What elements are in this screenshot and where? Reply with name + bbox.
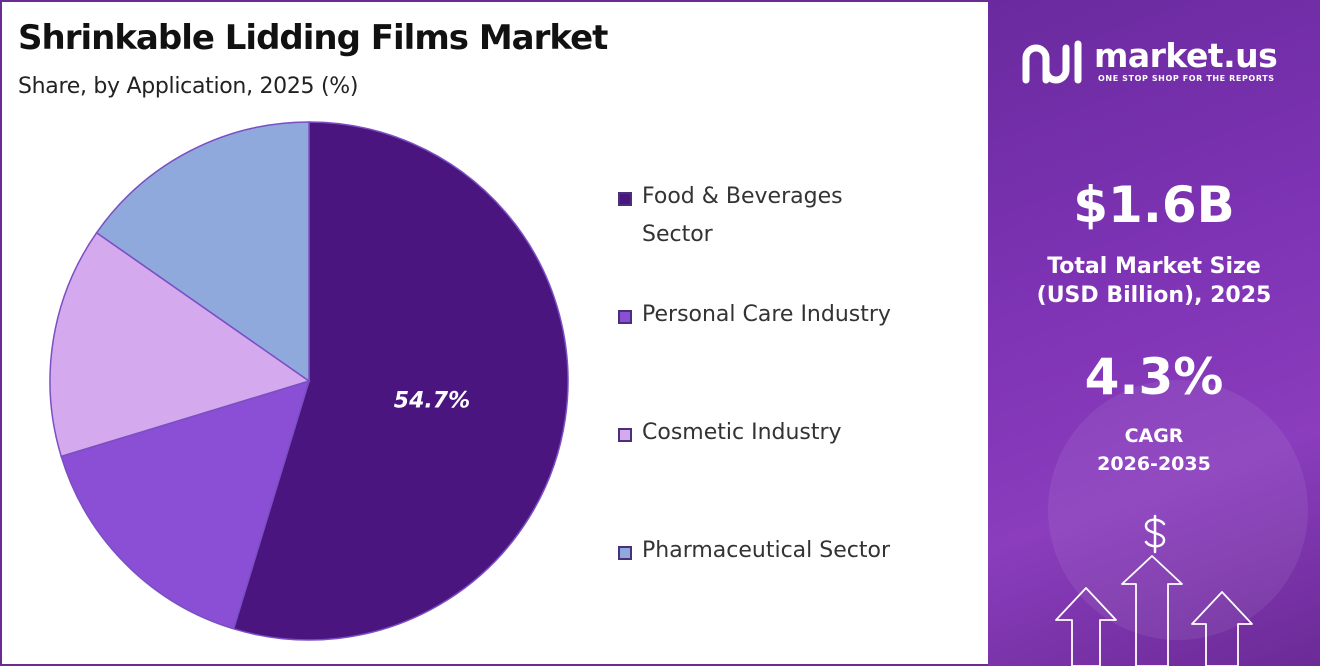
chart-subtitle: Share, by Application, 2025 (%) xyxy=(18,74,359,99)
brand-logo: market.us ONE STOP SHOP FOR THE REPORTS xyxy=(1022,36,1302,96)
legend-label-line2: Sector xyxy=(642,222,713,247)
cagr-label-line1: CAGR xyxy=(1124,425,1184,447)
chart-panel: Shrinkable Lidding Films Market Share, b… xyxy=(2,2,988,664)
legend-swatch xyxy=(618,428,632,442)
legend-label: Pharmaceutical Sector xyxy=(642,538,890,563)
pie-slice xyxy=(232,121,569,641)
summary-sidebar: market.us ONE STOP SHOP FOR THE REPORTS … xyxy=(988,0,1320,666)
background-glow xyxy=(1048,380,1308,640)
legend-label: Personal Care Industry xyxy=(642,302,891,327)
pie-slice xyxy=(49,231,311,458)
chart-title: Shrinkable Lidding Films Market xyxy=(18,18,608,58)
pie-slice xyxy=(95,121,310,383)
market-us-logo-icon xyxy=(1022,40,1082,84)
market-size-label-line2: (USD Billion), 2025 xyxy=(1036,283,1272,308)
cagr-label-line2: 2026-2035 xyxy=(1097,453,1211,475)
legend-swatch xyxy=(618,310,632,324)
brand-tagline: ONE STOP SHOP FOR THE REPORTS xyxy=(1098,74,1275,83)
market-size-value: $1.6B xyxy=(1073,176,1235,234)
growth-arrows-decoration xyxy=(1055,514,1253,666)
pie-chart: 54.7% xyxy=(49,121,569,641)
dollar-sign-icon xyxy=(1144,514,1166,554)
up-arrow-icon xyxy=(1055,555,1253,666)
legend-swatch xyxy=(618,546,632,560)
market-size-label: Total Market Size (USD Billion), 2025 xyxy=(988,252,1320,310)
legend-swatch xyxy=(618,192,632,206)
pie-slice xyxy=(60,379,311,630)
market-size-label-line1: Total Market Size xyxy=(1047,254,1261,279)
brand-name: market.us xyxy=(1094,36,1278,75)
legend-label: Cosmetic Industry xyxy=(642,420,842,445)
cagr-value: 4.3% xyxy=(1084,348,1224,406)
legend-label: Food & Beverages xyxy=(642,184,843,209)
cagr-label: CAGR 2026-2035 xyxy=(988,422,1320,478)
pie-data-label: 54.7% xyxy=(394,388,470,413)
